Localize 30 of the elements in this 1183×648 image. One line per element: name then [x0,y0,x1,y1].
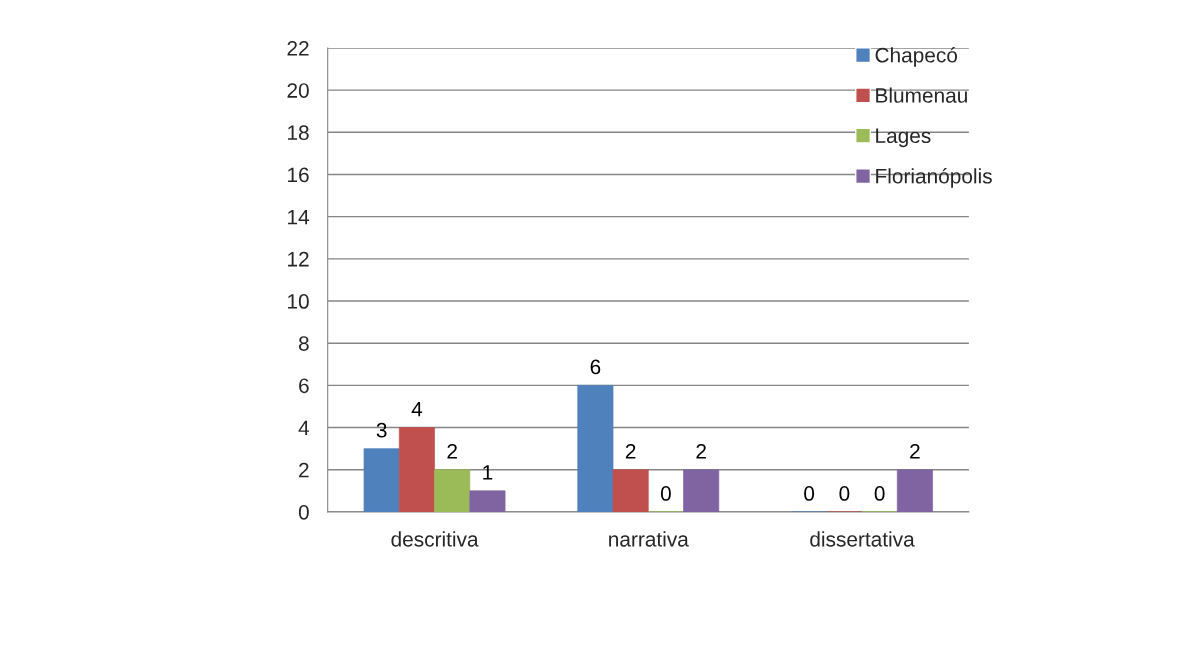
data-label: 6 [590,359,601,375]
y-tick-label: 2 [299,462,309,478]
legend-label: Blumenau [876,87,967,103]
y-tick-label: 0 [298,504,309,520]
data-label: 2 [910,443,920,459]
y-tick-label: 12 [288,251,309,267]
data-label: 0 [874,486,885,501]
data-label: 0 [839,486,850,501]
data-label: 3 [376,422,387,438]
y-tick-label: 6 [299,378,309,394]
x-tick-label: narrativa [609,531,689,547]
data-label: 2 [447,443,457,459]
data-label: 2 [696,443,706,459]
y-tick-label: 8 [298,336,309,351]
data-label: 0 [660,486,671,501]
y-tick-label: 4 [298,420,310,436]
data-label: 1 [483,465,493,480]
legend-label: Lages [876,128,931,148]
y-tick-label: 22 [287,40,309,56]
y-tick-label: 18 [288,125,309,141]
y-tick-label: 16 [288,167,309,183]
data-label: 0 [804,486,815,501]
x-tick-label: dissertativa [810,531,915,547]
y-tick-label: 14 [288,209,310,225]
legend-label: Chapecó [875,47,958,67]
data-label: 4 [411,401,423,417]
data-label: 2 [625,443,636,459]
y-tick-label: 20 [287,83,309,98]
x-tick-label: descritiva [391,531,479,547]
y-tick-label: 10 [288,294,309,309]
